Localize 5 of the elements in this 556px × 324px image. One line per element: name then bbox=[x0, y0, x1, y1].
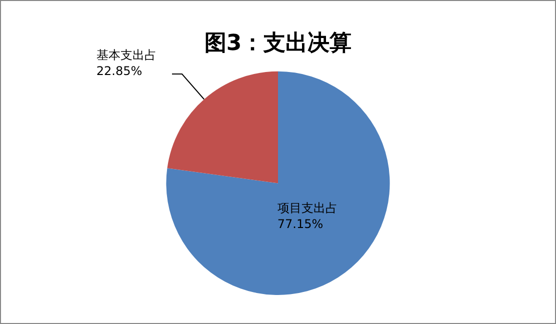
slice-label: 项目支出占 bbox=[277, 201, 338, 216]
data-label: 77.15% bbox=[277, 217, 324, 232]
slice-label: 基本支出占 bbox=[96, 48, 156, 62]
data-label: 22.85% bbox=[96, 64, 142, 78]
chart-title: 图3：支出决算 bbox=[204, 30, 352, 56]
